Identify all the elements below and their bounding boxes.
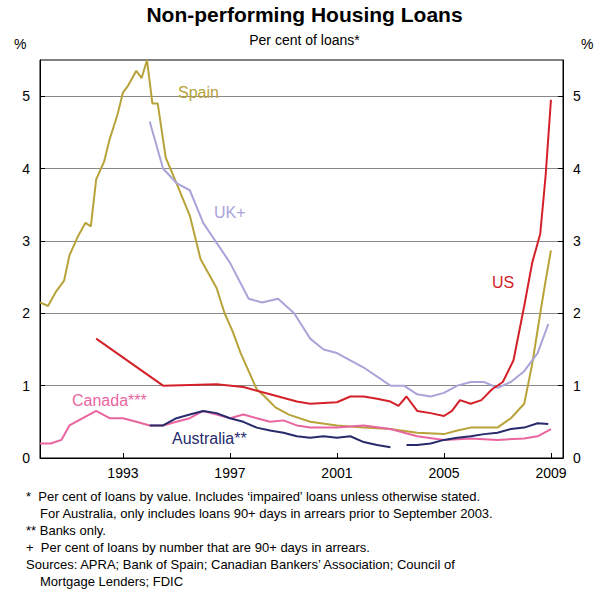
svg-text:2005: 2005 xyxy=(428,465,459,481)
svg-text:1993: 1993 xyxy=(107,465,138,481)
svg-text:5: 5 xyxy=(22,88,30,104)
svg-text:+ Per cent of loans by number: + Per cent of loans by number that are 9… xyxy=(26,540,370,555)
svg-text:1997: 1997 xyxy=(214,465,245,481)
svg-text:1: 1 xyxy=(573,378,581,394)
svg-text:Canada***: Canada*** xyxy=(72,392,147,409)
svg-text:** Banks only.: ** Banks only. xyxy=(26,523,106,538)
svg-text:2: 2 xyxy=(573,305,581,321)
svg-text:%: % xyxy=(581,36,593,52)
svg-text:Non-performing Housing Loans: Non-performing Housing Loans xyxy=(146,3,462,26)
svg-text:Spain: Spain xyxy=(178,84,219,101)
svg-text:For Australia, only includes l: For Australia, only includes loans 90+ d… xyxy=(40,506,493,521)
svg-text:0: 0 xyxy=(22,450,30,466)
svg-text:Per cent of loans*: Per cent of loans* xyxy=(249,32,360,48)
svg-text:2009: 2009 xyxy=(535,465,566,481)
svg-text:Australia**: Australia** xyxy=(172,430,247,447)
svg-text:Sources: APRA; Bank of Spain;: Sources: APRA; Bank of Spain; Canadian B… xyxy=(26,557,455,572)
svg-text:2001: 2001 xyxy=(321,465,352,481)
svg-text:4: 4 xyxy=(22,161,30,177)
svg-text:UK+: UK+ xyxy=(214,204,246,221)
svg-text:0: 0 xyxy=(573,450,581,466)
svg-text:5: 5 xyxy=(573,88,581,104)
svg-text:3: 3 xyxy=(573,233,581,249)
svg-text:1: 1 xyxy=(22,378,30,394)
svg-text:3: 3 xyxy=(22,233,30,249)
svg-text:* Per cent of loans by value.: * Per cent of loans by value. Includes ‘… xyxy=(26,489,480,504)
svg-text:Mortgage Lenders; FDIC: Mortgage Lenders; FDIC xyxy=(40,574,183,589)
svg-text:%: % xyxy=(14,36,26,52)
svg-text:2: 2 xyxy=(22,305,30,321)
svg-text:4: 4 xyxy=(573,161,581,177)
svg-text:US: US xyxy=(492,274,514,291)
